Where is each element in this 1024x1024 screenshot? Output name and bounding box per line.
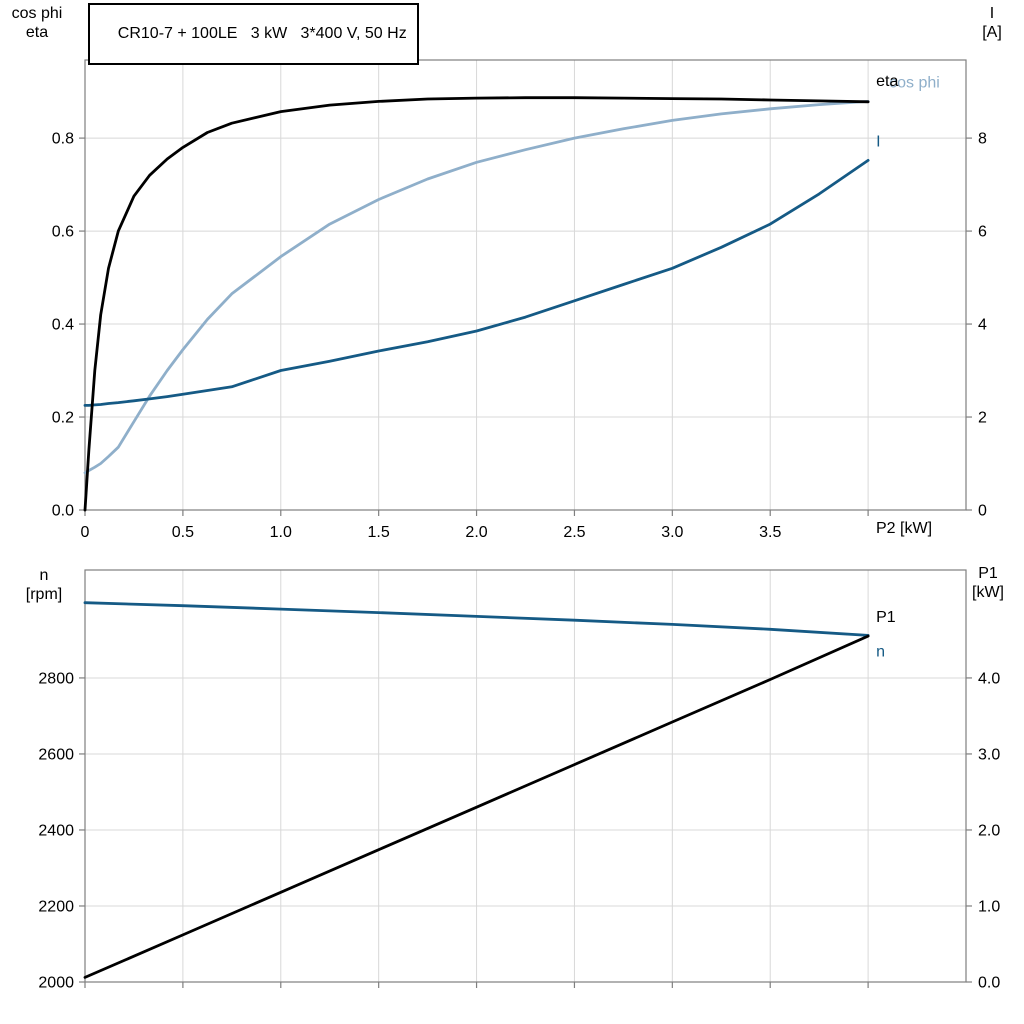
plot-border bbox=[84, 569, 967, 983]
left-tick-label: 2800 bbox=[38, 670, 74, 687]
left-tick-label: 0.2 bbox=[52, 410, 74, 427]
x-tick-label: 2.0 bbox=[465, 524, 487, 541]
curve-label-I: I bbox=[876, 133, 880, 150]
speed-axis-unit: [rpm] bbox=[25, 586, 63, 603]
right-tick-label: 4.0 bbox=[978, 670, 1000, 687]
top-left-axis-title: cos phi eta bbox=[4, 4, 70, 42]
curve-label-cos-phi: cos phi bbox=[889, 74, 940, 91]
right-tick-label: 6 bbox=[978, 224, 987, 241]
current-axis-unit: [A] bbox=[982, 24, 1002, 41]
bottom-left-axis-title: n [rpm] bbox=[12, 566, 76, 604]
right-tick-label: 0 bbox=[978, 503, 987, 520]
right-tick-label: 3.0 bbox=[978, 746, 1000, 763]
p1-axis-label: P1 bbox=[978, 565, 998, 582]
left-tick-label: 0.8 bbox=[52, 131, 74, 148]
curve-label-n: n bbox=[876, 643, 885, 660]
x-tick-label: 2.5 bbox=[563, 524, 585, 541]
x-tick-label: 1.0 bbox=[270, 524, 292, 541]
x-tick-label: 0.5 bbox=[172, 524, 194, 541]
motor-speed-power-chart: 2000 2200 2400 2600 2800 0.0 1.0 2.0 3.0 4.0 n P1 bbox=[38, 569, 1000, 992]
cos-phi-axis-label: cos phi bbox=[11, 5, 63, 22]
right-tick-label: 8 bbox=[978, 131, 987, 148]
curve-label-P1: P1 bbox=[876, 609, 896, 626]
left-tick-label: 2400 bbox=[38, 822, 74, 839]
left-tick-label: 2600 bbox=[38, 746, 74, 763]
top-right-axis-title: I [A] bbox=[968, 4, 1016, 42]
right-tick-label: 1.0 bbox=[978, 898, 1000, 915]
curve-I bbox=[83, 159, 870, 407]
x-tick-label: 0 bbox=[81, 524, 90, 541]
current-axis-label: I bbox=[989, 5, 995, 22]
motor-efficiency-chart: 0 0.5 1.0 1.5 2.0 2.5 3.0 3.5 0.0 0.2 0.4 0.6 0.8 0 2 4… bbox=[52, 59, 987, 541]
left-tick-label: 0.6 bbox=[52, 224, 74, 241]
x-tick-label: 1.5 bbox=[368, 524, 390, 541]
chart-title: CR10-7 + 100LE 3 kW 3*400 V, 50 Hz bbox=[117, 25, 407, 42]
curve-P1 bbox=[83, 634, 870, 979]
curve-eta bbox=[83, 96, 870, 512]
p1-axis-unit: [kW] bbox=[972, 584, 1004, 601]
left-tick-label: 2200 bbox=[38, 898, 74, 915]
curve-cos-phi bbox=[83, 100, 870, 475]
speed-axis-label: n bbox=[39, 567, 49, 584]
left-tick-label: 0.0 bbox=[52, 503, 74, 520]
bottom-right-axis-title: P1 [kW] bbox=[960, 564, 1016, 602]
right-tick-label: 2 bbox=[978, 410, 987, 427]
plot-border bbox=[84, 59, 967, 511]
right-tick-label: 4 bbox=[978, 317, 987, 334]
eta-axis-label: eta bbox=[25, 24, 49, 41]
left-tick-label: 2000 bbox=[38, 975, 74, 992]
curve-n bbox=[83, 601, 870, 637]
left-tick-label: 0.4 bbox=[52, 317, 74, 334]
x-axis-title: P2 [kW] bbox=[876, 520, 933, 537]
x-tick-label: 3.5 bbox=[759, 524, 781, 541]
chart-title-box: CR10-7 + 100LE 3 kW 3*400 V, 50 Hz bbox=[88, 3, 419, 65]
x-tick-label: 3.0 bbox=[661, 524, 683, 541]
right-tick-label: 2.0 bbox=[978, 822, 1000, 839]
curve-label-eta: eta bbox=[876, 73, 898, 90]
right-tick-label: 0.0 bbox=[978, 975, 1000, 992]
